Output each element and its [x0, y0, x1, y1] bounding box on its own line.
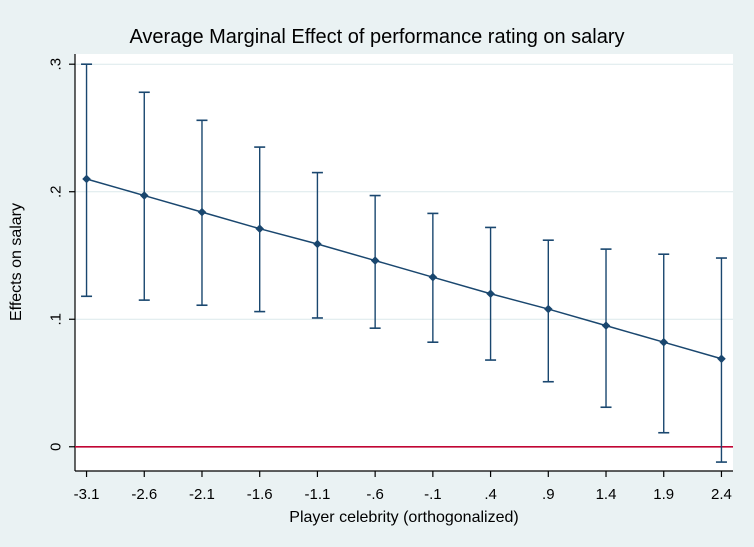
- data-point-marker: [255, 224, 265, 234]
- y-axis-title: Effects on salary: [8, 203, 25, 321]
- x-tick-label: 2.4: [711, 486, 732, 503]
- data-point-marker: [486, 289, 495, 299]
- x-tick-label: -.6: [366, 486, 384, 503]
- data-point-marker: [543, 304, 553, 314]
- data-point-marker: [717, 354, 726, 364]
- x-tick-label: 1.9: [653, 486, 674, 503]
- y-tick-label: .2: [48, 185, 65, 198]
- x-tick-label: -2.1: [189, 486, 215, 503]
- y-tick-label: 0: [48, 443, 65, 451]
- plot-area: [75, 54, 733, 471]
- x-tick-label: .4: [484, 486, 497, 503]
- data-point-marker: [197, 207, 207, 217]
- chart-title: Average Marginal Effect of performance r…: [129, 26, 624, 48]
- trend-line: [86, 178, 722, 360]
- data-point-marker: [601, 321, 611, 330]
- x-axis-title: Player celebrity (orthogonalized): [289, 509, 518, 526]
- x-tick-label: -.1: [424, 486, 442, 503]
- data-point-marker: [370, 256, 380, 265]
- data-point-marker: [139, 191, 149, 200]
- y-tick-label: .1: [48, 313, 65, 326]
- x-tick-label: 1.4: [596, 486, 617, 503]
- x-tick-label: -1.6: [247, 486, 273, 503]
- data-point-marker: [428, 272, 438, 282]
- x-tick-label: -2.6: [131, 486, 157, 503]
- data-point-marker: [82, 174, 91, 184]
- data-point-marker: [659, 337, 669, 347]
- y-tick-label: .3: [48, 58, 65, 71]
- data-point-marker: [313, 239, 322, 249]
- x-tick-label: -1.1: [304, 486, 330, 503]
- x-tick-label: -3.1: [74, 486, 100, 503]
- x-tick-label: .9: [542, 486, 555, 503]
